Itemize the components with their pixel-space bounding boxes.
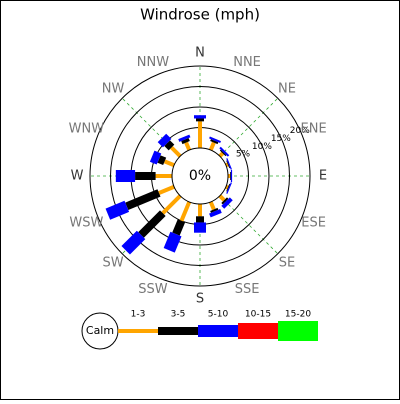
direction-label: WNW: [69, 121, 105, 136]
direction-label: NNE: [233, 55, 261, 70]
direction-label: ENE: [301, 121, 327, 136]
legend-swatch: [158, 327, 198, 335]
legend-label: 3-5: [171, 310, 186, 320]
direction-label: SSE: [235, 282, 260, 297]
r-tick-label: 10%: [252, 142, 272, 152]
rose-segment: [185, 140, 186, 143]
calm-label: 0%: [189, 168, 211, 184]
rose-segment: [226, 202, 229, 205]
rose-segment: [215, 139, 216, 141]
direction-label: E: [319, 169, 327, 184]
r-tick-label: 15%: [271, 134, 291, 144]
rose-segment: [152, 156, 159, 159]
legend-label: 5-10: [208, 310, 229, 320]
direction-label: WSW: [69, 216, 103, 231]
rose-segment: [159, 159, 165, 161]
rose-segment: [176, 221, 181, 234]
chart-title: Windrose (mph): [140, 6, 260, 24]
direction-label: SSW: [138, 282, 168, 297]
legend-swatch: [118, 329, 158, 333]
rose-segment: [214, 209, 215, 211]
direction-label: NW: [102, 82, 125, 97]
direction-label: W: [71, 169, 84, 184]
direction-label: SW: [102, 255, 123, 270]
rose-segment: [214, 141, 215, 143]
rose-segment: [162, 138, 167, 143]
rose-segment: [220, 153, 223, 156]
direction-label: NNW: [137, 55, 169, 70]
rose-segment: [167, 143, 171, 147]
direction-label: SE: [279, 255, 295, 270]
rose-segment: [224, 200, 225, 201]
rose-segment: [223, 152, 224, 153]
legend-swatch: [198, 325, 238, 337]
direction-label: N: [195, 46, 205, 61]
direction-label: ESE: [301, 216, 326, 231]
r-tick-label: 5%: [236, 150, 251, 160]
direction-label: NE: [278, 82, 296, 97]
legend-swatch: [278, 321, 318, 341]
legend-label: 15-20: [285, 310, 311, 320]
rose-segment: [224, 151, 225, 152]
rose-segment: [184, 137, 185, 140]
legend-label: 10-15: [245, 310, 271, 320]
direction-label: S: [196, 292, 204, 307]
rose-segment: [108, 206, 127, 214]
legend-swatch: [238, 323, 278, 339]
rose-segment: [215, 211, 217, 215]
legend-calm-label: Calm: [86, 324, 114, 337]
legend-label: 1-3: [131, 310, 146, 320]
rose-segment: [169, 234, 176, 250]
